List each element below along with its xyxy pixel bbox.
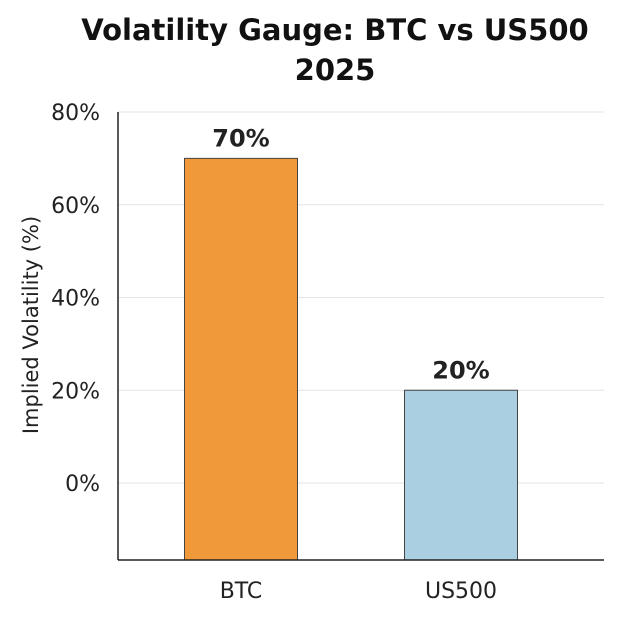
y-axis-label: Implied Volatility (%): [19, 216, 43, 434]
x-tick-label: US500: [425, 579, 497, 604]
y-tick-label: 80%: [51, 101, 100, 126]
y-tick-label: 0%: [65, 472, 100, 497]
y-tick-label: 60%: [51, 194, 100, 219]
title-line-2: 2025: [294, 53, 376, 87]
data-label: 20%: [432, 356, 489, 384]
y-tick-label: 20%: [51, 379, 100, 404]
y-tick-label: 40%: [51, 287, 100, 312]
chart-title: Volatility Gauge: BTC vs US500 2025: [40, 10, 624, 90]
bar-btc: [184, 157, 298, 561]
x-tick-label: BTC: [220, 579, 263, 604]
data-label: 70%: [212, 124, 269, 152]
title-line-1: Volatility Gauge: BTC vs US500: [81, 13, 589, 47]
bar-us500: [404, 389, 518, 561]
